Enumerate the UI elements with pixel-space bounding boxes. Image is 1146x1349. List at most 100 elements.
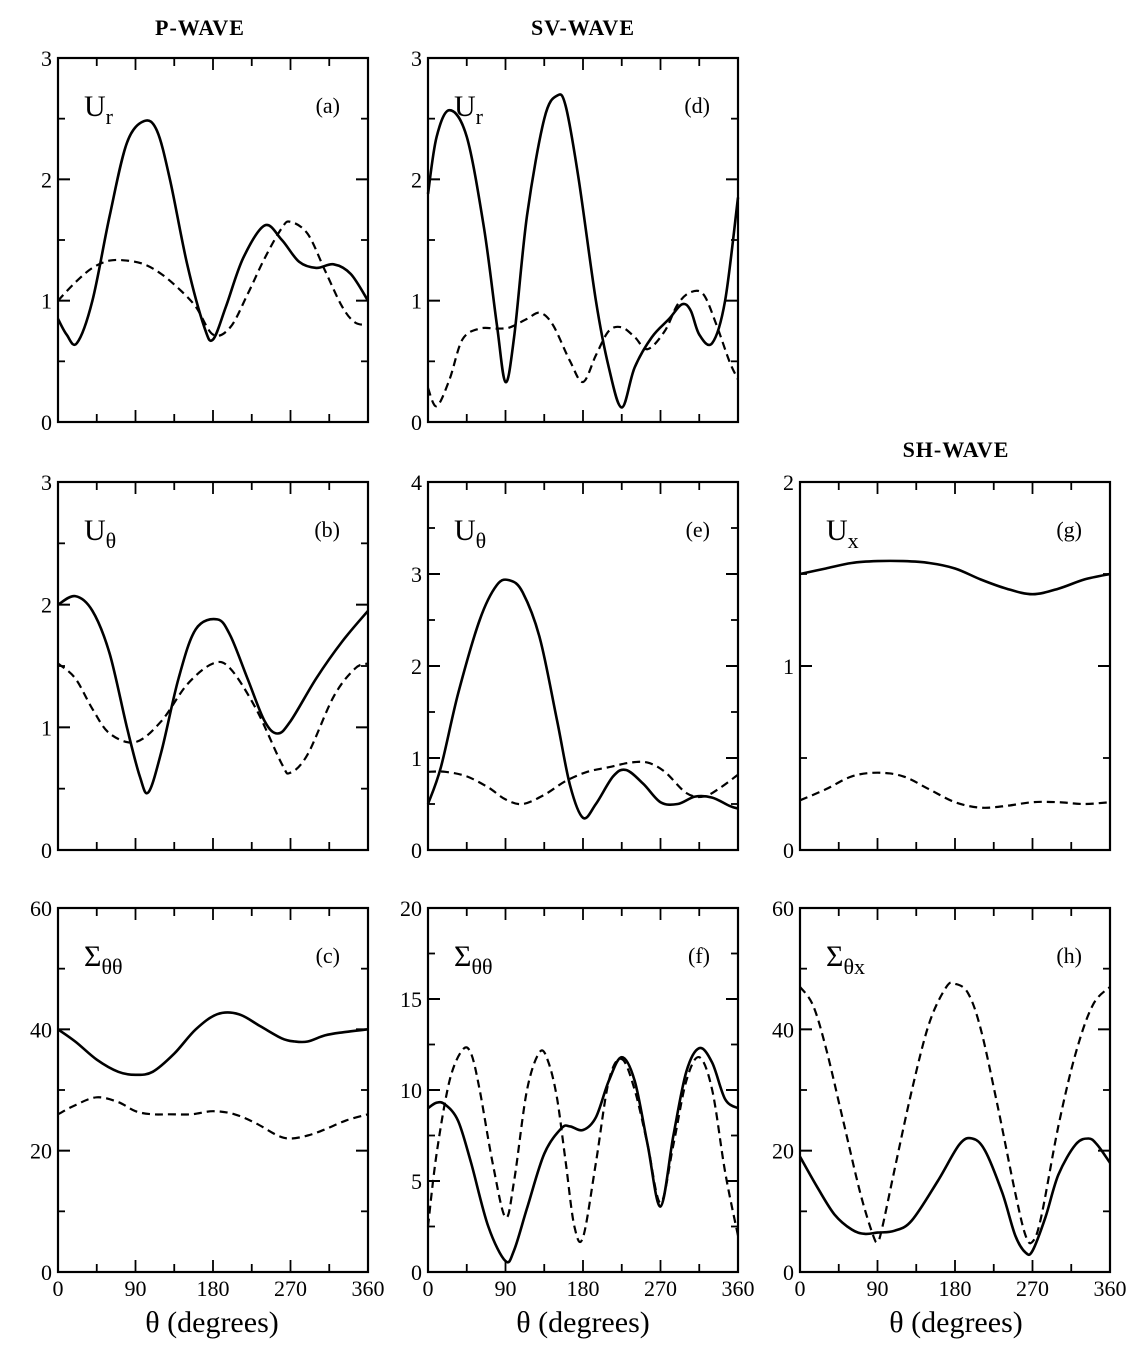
y-tick-label-e-0: 0 <box>411 838 422 863</box>
quantity-subscript-d: r <box>476 104 484 129</box>
quantity-label-b: Uθ <box>84 514 116 553</box>
quantity-label-d: Ur <box>454 90 484 129</box>
y-tick-label-g-2: 2 <box>783 470 794 495</box>
panel-a: 0 1 2 3 Ur (a) <box>41 46 370 435</box>
panel-label-c: (c) <box>316 943 340 968</box>
quantity-subscript-c: θθ <box>101 954 122 979</box>
y-tick-label-g-0: 0 <box>783 838 794 863</box>
x-tick-label-c-4: 360 <box>352 1276 385 1301</box>
panel-label-h: (h) <box>1056 943 1082 968</box>
panel-label-b: (b) <box>314 517 340 542</box>
y-tick-label-d-2: 2 <box>411 167 422 192</box>
quantity-subscript-e: θ <box>476 528 487 553</box>
column-title-p-wave: P-WAVE <box>155 15 245 40</box>
x-tick-label-f-2: 180 <box>567 1276 600 1301</box>
y-tick-label-f-2: 10 <box>400 1078 422 1103</box>
x-tick-label-c-0: 0 <box>53 1276 64 1301</box>
quantity-label-a: Ur <box>84 90 114 129</box>
panel-g: 0 1 2 Ux (g) <box>783 470 1112 863</box>
quantity-subscript-h: θx <box>843 954 865 979</box>
series-solid-e <box>426 578 739 820</box>
y-tick-label-d-3: 3 <box>411 46 422 71</box>
x-tick-label-h-4: 360 <box>1094 1276 1127 1301</box>
series-dashed-a <box>57 220 369 337</box>
series-dashed-d <box>426 289 739 408</box>
y-tick-label-d-0: 0 <box>411 410 422 435</box>
panel-b: 0 1 2 3 Uθ (b) <box>41 470 370 863</box>
quantity-subscript-a: r <box>106 104 114 129</box>
y-tick-label-e-3: 3 <box>411 562 422 587</box>
panel-label-d: (d) <box>684 93 710 118</box>
y-tick-label-e-1: 1 <box>411 746 422 771</box>
quantity-label-c: Σθθ <box>84 940 123 979</box>
quantity-subscript-b: θ <box>106 528 117 553</box>
x-tick-label-f-0: 0 <box>423 1276 434 1301</box>
quantity-label-e: Uθ <box>454 514 486 553</box>
x-tick-label-f-3: 270 <box>644 1276 677 1301</box>
series-dashed-g <box>799 771 1111 809</box>
series-dashed-b <box>57 660 369 775</box>
y-tick-label-b-3: 3 <box>41 470 52 495</box>
series-dashed-h <box>799 981 1111 1245</box>
series-solid-h <box>798 1136 1112 1257</box>
panel-label-a: (a) <box>316 93 340 118</box>
y-tick-label-c-2: 40 <box>30 1017 52 1042</box>
panel-e: 0 1 2 3 4 Uθ (e) <box>411 470 740 863</box>
quantity-label-g: Ux <box>826 514 859 553</box>
y-tick-label-a-0: 0 <box>41 410 52 435</box>
y-tick-label-f-0: 0 <box>411 1260 422 1285</box>
panel-label-g: (g) <box>1056 517 1082 542</box>
series-solid-g <box>799 559 1111 596</box>
column-title-sv-wave: SV-WAVE <box>531 15 635 40</box>
series-dashed-e <box>427 760 739 806</box>
y-tick-label-f-4: 20 <box>400 896 422 921</box>
y-tick-label-h-3: 60 <box>772 896 794 921</box>
y-tick-label-b-1: 1 <box>41 715 52 740</box>
series-solid-a <box>56 119 370 347</box>
x-axis-label-col-3: θ (degrees) <box>889 1306 1023 1339</box>
y-tick-label-g-1: 1 <box>783 654 794 679</box>
x-tick-label-h-2: 180 <box>939 1276 972 1301</box>
x-tick-label-h-1: 90 <box>867 1276 889 1301</box>
y-tick-label-f-1: 5 <box>411 1169 422 1194</box>
x-tick-label-f-1: 90 <box>495 1276 517 1301</box>
quantity-subscript-f: θθ <box>471 954 492 979</box>
y-tick-label-a-3: 3 <box>41 46 52 71</box>
column-title-sh-wave: SH-WAVE <box>902 437 1010 462</box>
x-tick-label-c-1: 90 <box>125 1276 147 1301</box>
y-tick-label-h-1: 20 <box>772 1139 794 1164</box>
x-axis-label-col-1: θ (degrees) <box>145 1306 279 1339</box>
quantity-label-f: Σθθ <box>454 940 493 979</box>
x-tick-label-c-3: 270 <box>274 1276 307 1301</box>
quantity-subscript-g: x <box>848 528 859 553</box>
panel-c: 0 20 40 60 0 90 180 270 360 Σθθ (c) <box>30 896 385 1301</box>
panel-label-e: (e) <box>686 517 710 542</box>
y-tick-label-h-2: 40 <box>772 1017 794 1042</box>
series-dashed-c <box>57 1096 369 1140</box>
series-dashed-f <box>426 1046 740 1244</box>
panel-f: 0 5 10 15 20 0 90 180 270 360 Σθθ (f) <box>400 896 755 1301</box>
quantity-label-h: Σθx <box>826 940 865 979</box>
panel-d: 0 1 2 3 Ur (d) <box>411 46 740 435</box>
y-tick-label-c-0: 0 <box>41 1260 52 1285</box>
y-tick-label-e-2: 2 <box>411 654 422 679</box>
y-tick-label-b-0: 0 <box>41 838 52 863</box>
series-solid-b <box>57 594 369 795</box>
x-tick-label-h-3: 270 <box>1016 1276 1049 1301</box>
x-tick-label-c-2: 180 <box>197 1276 230 1301</box>
series-solid-c <box>57 1011 369 1077</box>
y-tick-label-f-3: 15 <box>400 987 422 1012</box>
series-solid-d <box>426 93 740 409</box>
y-tick-label-c-1: 20 <box>30 1139 52 1164</box>
y-tick-label-a-2: 2 <box>41 167 52 192</box>
y-tick-label-h-0: 0 <box>783 1260 794 1285</box>
x-tick-label-f-4: 360 <box>722 1276 755 1301</box>
y-tick-label-e-4: 4 <box>411 470 422 495</box>
series-solid-f <box>427 1046 739 1264</box>
y-tick-label-a-1: 1 <box>41 289 52 314</box>
y-tick-label-b-2: 2 <box>41 593 52 618</box>
panel-h: 0 20 40 60 0 90 180 270 360 Σθx (h) <box>772 896 1127 1301</box>
y-tick-label-d-1: 1 <box>411 289 422 314</box>
x-axis-label-col-2: θ (degrees) <box>516 1306 650 1339</box>
